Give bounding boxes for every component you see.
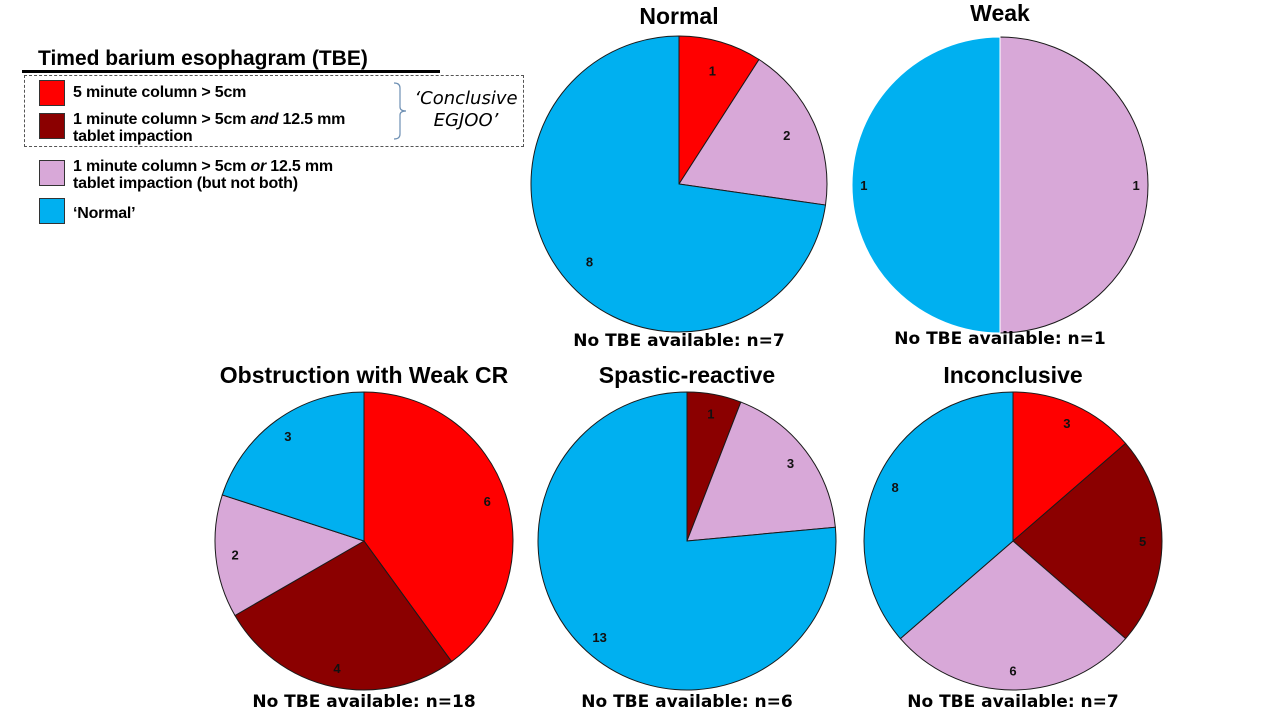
legend-swatch-both	[39, 113, 65, 139]
legend-text-part: 12.5 mm	[266, 158, 333, 175]
legend-text-part: and	[250, 111, 279, 128]
pie-slice	[863, 391, 1014, 640]
legend-swatch-normal	[39, 198, 65, 224]
slice-value-label: 3	[1063, 416, 1070, 431]
no-tbe-footnote: No TBE available: n=6	[581, 692, 792, 712]
legend-text-part: tablet impaction (but not both)	[73, 175, 298, 192]
pie-slice	[678, 58, 828, 206]
brace-icon	[393, 82, 407, 140]
slice-value-label: 4	[333, 661, 341, 676]
legend-text-part: 1 minute column > 5cm	[73, 111, 251, 128]
conclusive-egjoo-group-box	[24, 75, 524, 147]
slice-value-label: 1	[860, 178, 867, 193]
pie-slice	[221, 391, 365, 542]
legend-title: Timed barium esophagram (TBE)	[38, 47, 368, 70]
legend-text-part: tablet impaction	[73, 128, 193, 145]
pie-title: Weak	[970, 0, 1030, 26]
conclusive-egjoo-line2: EGJOO’	[433, 110, 499, 131]
pie-title: Spastic-reactive	[599, 362, 775, 388]
pie-inconclusive: 3 5 6 8 Inconclusive No TBE available: n=7	[863, 362, 1163, 712]
conclusive-egjoo-label: ‘Conclusive EGJOO’	[410, 88, 522, 132]
pie-slice	[234, 540, 453, 691]
slice-value-label: 1	[1133, 178, 1140, 193]
legend-swatch-either	[39, 160, 65, 186]
slice-value-label: 8	[586, 255, 593, 270]
pie-slice	[1012, 391, 1127, 543]
slice-value-label: 2	[231, 548, 238, 563]
pie-slice	[363, 391, 514, 663]
legend-text-part: 5 minute column > 5cm	[73, 84, 247, 101]
legend-text-part: ‘Normal’	[73, 205, 136, 222]
slice-value-label: 8	[891, 480, 898, 495]
legend-label-normal: ‘Normal’	[73, 205, 136, 222]
slice-value-label: 6	[1009, 664, 1016, 679]
slice-value-label: 3	[787, 456, 794, 471]
pie-title: Inconclusive	[943, 362, 1082, 388]
legend-title-underline	[22, 70, 440, 73]
pie-slice	[1012, 442, 1163, 640]
slice-value-label: 1	[709, 63, 716, 78]
no-tbe-footnote: No TBE available: n=7	[907, 692, 1118, 712]
slice-value-label: 1	[707, 407, 714, 422]
legend-text-part: 12.5 mm	[278, 111, 346, 128]
slice-value-label: 3	[284, 429, 291, 444]
pie-slice	[851, 36, 1001, 334]
pie-obstruction-with-weak-cr: 6 4 2 3 Obstruction with Weak CR No TBE avail…	[214, 362, 514, 712]
legend-text-part: or	[250, 158, 267, 175]
pie-normal: 1 2 8 Normal No TBE available: n=7	[530, 3, 828, 351]
no-tbe-footnote: No TBE available: n=7	[573, 331, 784, 351]
pie-slice	[686, 401, 836, 542]
pie-slice	[999, 36, 1149, 334]
legend-text-part: 1 minute column > 5cm	[73, 158, 251, 175]
pie-weak: 1 1 Weak No TBE available: n=1	[851, 0, 1149, 349]
legend-label-5min-column: 5 minute column > 5cm	[73, 84, 246, 101]
pie-slice	[530, 35, 827, 333]
slice-value-label: 2	[783, 128, 790, 143]
pie-slice	[899, 540, 1127, 691]
pie-slice	[214, 494, 366, 617]
no-tbe-footnote: No TBE available: n=1	[894, 329, 1105, 349]
legend-label-both: 1 minute column > 5cm and 12.5 mm tablet …	[73, 111, 345, 145]
slice-value-label: 5	[1139, 534, 1146, 549]
legend-label-either: 1 minute column > 5cm or 12.5 mm tablet i…	[73, 158, 333, 192]
pie-title: Normal	[639, 3, 718, 29]
conclusive-egjoo-line1: ‘Conclusive	[414, 88, 518, 109]
slice-value-label: 13	[592, 630, 606, 645]
no-tbe-footnote: No TBE available: n=18	[252, 692, 475, 712]
slice-value-label: 6	[484, 494, 491, 509]
pie-slice	[537, 391, 837, 691]
pie-slice	[678, 35, 760, 186]
legend-swatch-5min-column	[39, 80, 65, 106]
pie-title: Obstruction with Weak CR	[220, 362, 509, 388]
